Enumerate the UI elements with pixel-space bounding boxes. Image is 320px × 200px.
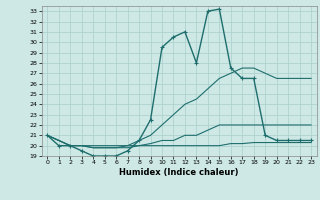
X-axis label: Humidex (Indice chaleur): Humidex (Indice chaleur)	[119, 168, 239, 177]
